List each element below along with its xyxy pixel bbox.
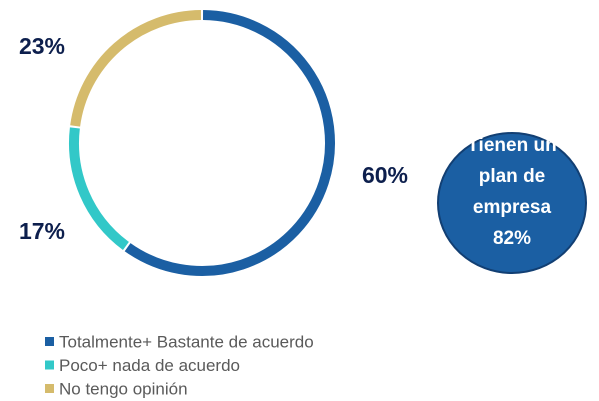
- data-label: 23%: [19, 33, 65, 59]
- data-label: 60%: [362, 162, 408, 188]
- legend-label: Poco+ nada de acuerdo: [59, 356, 240, 375]
- annotation-text: empresa: [473, 197, 552, 218]
- donut-segment: [69, 127, 129, 250]
- annotation-circle: [437, 132, 587, 274]
- annotation-text: 82%: [493, 228, 531, 249]
- donut-segment: [124, 10, 335, 276]
- legend-swatch: [45, 384, 54, 393]
- donut-segment: [70, 10, 202, 127]
- data-label: 17%: [19, 218, 65, 244]
- annotation-text: plan de: [479, 166, 546, 187]
- legend-swatch: [45, 337, 54, 346]
- legend-label: Totalmente+ Bastante de acuerdo: [59, 332, 314, 351]
- annotation-text: Tienen un: [467, 135, 556, 156]
- legend-label: No tengo opinión: [59, 379, 188, 398]
- legend-swatch: [45, 360, 54, 370]
